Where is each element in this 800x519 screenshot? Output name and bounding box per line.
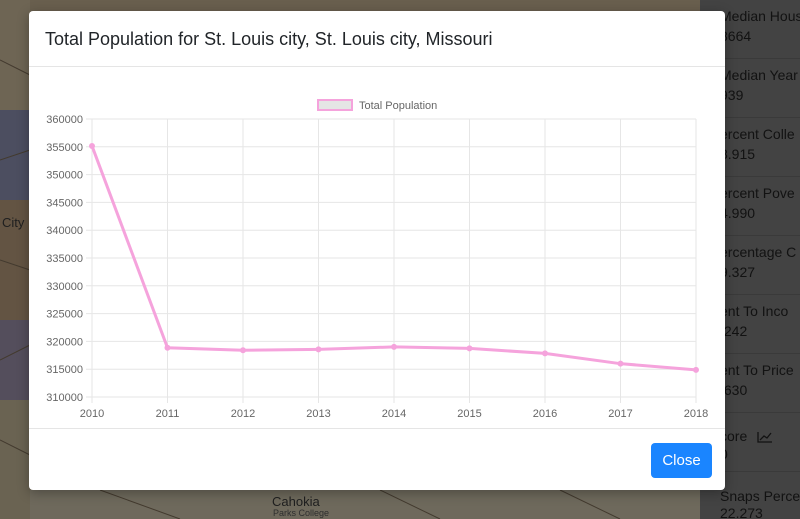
x-tick-label: 2010: [80, 408, 104, 420]
population-chart-modal: Total Population for St. Louis city, St.…: [29, 11, 725, 490]
data-point[interactable]: [89, 142, 95, 149]
x-tick-label: 2018: [684, 408, 708, 420]
x-tick-label: 2016: [533, 408, 557, 420]
x-tick-label: 2014: [382, 408, 406, 420]
y-tick-label: 320000: [46, 336, 83, 348]
side-item-label: ercent Pove: [720, 185, 795, 201]
map-label-city: City: [2, 215, 25, 230]
side-item-value: 939: [720, 87, 744, 103]
map-label-parks-college: Parks College: [273, 508, 330, 518]
side-item-label: ent To Price: [720, 362, 794, 378]
side-item-label: Median Year: [720, 67, 798, 83]
chart-legend[interactable]: Total Population: [317, 99, 437, 112]
y-tick-label: 330000: [46, 281, 83, 293]
modal-footer: Close: [29, 428, 725, 491]
side-item-label: Median Hous: [720, 8, 800, 24]
data-point[interactable]: [240, 347, 246, 354]
x-tick-label: 2017: [608, 408, 632, 420]
modal-body: 360000 355000 350000 345000 340000 335000 3300…: [29, 67, 725, 429]
side-item-label: core: [720, 428, 748, 444]
x-tick-label: 2015: [457, 408, 481, 420]
y-tick-label: 345000: [46, 197, 83, 209]
y-tick-label: 310000: [46, 392, 83, 404]
side-item-value: 22.273: [720, 505, 763, 519]
y-tick-label: 355000: [46, 142, 83, 154]
side-item-rent-to-price[interactable]: ent To Price .630: [700, 354, 800, 413]
data-point[interactable]: [164, 344, 171, 351]
y-tick-label: 350000: [46, 170, 83, 182]
side-item-value: 4.990: [720, 205, 756, 221]
modal-title: Total Population for St. Louis city, St.…: [45, 29, 493, 49]
data-point[interactable]: [617, 360, 624, 367]
y-tick-label: 315000: [46, 364, 83, 376]
data-point[interactable]: [542, 350, 548, 357]
side-item-label: ercent Colle: [720, 126, 795, 142]
legend-swatch: [317, 99, 353, 111]
map-label-cahokia: Cahokia: [272, 494, 320, 509]
side-item-value: .630: [720, 382, 748, 398]
side-item-label: ent To Inco: [720, 303, 789, 319]
close-button[interactable]: Close: [651, 443, 712, 478]
side-item-percent-poverty[interactable]: ercent Pove 4.990: [700, 177, 800, 236]
side-item-label: Snaps Percer: [720, 488, 800, 504]
y-tick-label: 325000: [46, 309, 83, 321]
legend-label-total-population: Total Population: [359, 100, 437, 112]
chart-grid: [86, 118, 697, 403]
x-tick-label: 2011: [156, 408, 180, 420]
y-tick-label: 335000: [46, 253, 83, 265]
x-axis-ticks: 2010 2011 2012 2013 2014 2015 2016 2017 2018: [80, 408, 708, 420]
y-axis-ticks: 360000 355000 350000 345000 340000 335000 3300…: [46, 114, 83, 404]
population-line-chart: 360000 355000 350000 345000 340000 335000 3300…: [46, 99, 708, 420]
side-item-median-year[interactable]: Median Year 939: [700, 59, 800, 118]
chart-series: [89, 142, 699, 373]
side-item-value: 9.327: [720, 264, 756, 280]
modal-header: Total Population for St. Louis city, St.…: [29, 11, 725, 67]
side-item-snaps-percent[interactable]: Snaps Percer 22.273: [700, 472, 800, 519]
side-item-rent-to-income[interactable]: ent To Inco .242: [700, 295, 800, 354]
y-tick-label: 340000: [46, 225, 83, 237]
data-point[interactable]: [466, 345, 473, 352]
data-point[interactable]: [391, 343, 397, 350]
side-item-percent-college[interactable]: ercent Colle 8.915: [700, 118, 800, 177]
data-point[interactable]: [315, 346, 322, 353]
trend-chart-icon[interactable]: [757, 431, 773, 443]
side-item-value: 8664: [720, 28, 752, 44]
y-tick-label: 360000: [46, 114, 83, 126]
side-item-median-house[interactable]: Median Hous 8664: [700, 0, 800, 59]
side-item-label: ercentage C: [720, 244, 797, 260]
x-tick-label: 2013: [306, 408, 330, 420]
side-item-value: 8.915: [720, 146, 756, 162]
side-item-label-wrap: core: [720, 428, 773, 444]
x-tick-label: 2012: [231, 408, 255, 420]
data-point[interactable]: [693, 366, 699, 373]
side-item-percentage[interactable]: ercentage C 9.327: [700, 236, 800, 295]
side-item-value: .242: [720, 323, 748, 339]
